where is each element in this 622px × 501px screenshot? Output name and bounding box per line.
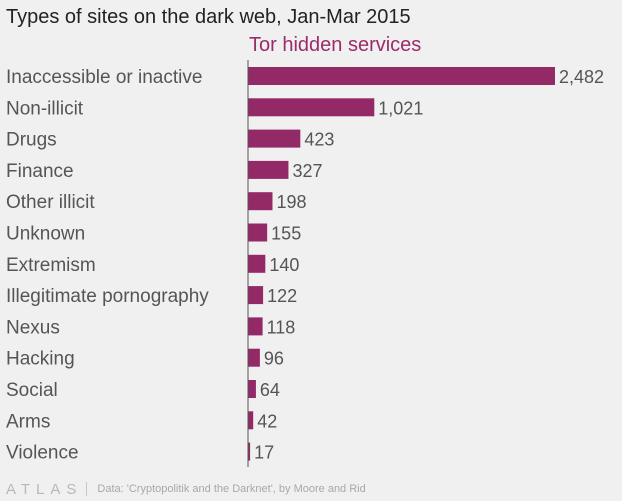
category-label: Unknown: [6, 224, 85, 245]
bar: [248, 286, 264, 305]
category-label: Finance: [6, 161, 74, 182]
bar: [248, 223, 268, 242]
bar: [248, 317, 263, 336]
bar: [248, 98, 375, 117]
value-label: 96: [264, 349, 284, 369]
value-label: 1,021: [378, 98, 423, 118]
category-label: Other illicit: [6, 192, 95, 213]
chart-title: Types of sites on the dark web, Jan-Mar …: [6, 6, 411, 28]
value-label: 2,482: [559, 67, 604, 87]
source-note: Data: 'Cryptopolitik and the Darknet', b…: [97, 483, 366, 495]
bar: [248, 192, 273, 211]
value-label: 198: [276, 192, 306, 212]
bar: [248, 411, 254, 430]
footer-divider: [86, 482, 88, 496]
category-label: Inaccessible or inactive: [6, 67, 202, 88]
category-label: Arms: [6, 411, 50, 432]
value-label: 42: [257, 411, 277, 431]
value-label: 17: [254, 443, 274, 463]
footer: ATLAS Data: 'Cryptopolitik and the Darkn…: [6, 480, 366, 498]
bar: [248, 160, 289, 179]
category-label: Hacking: [6, 349, 75, 370]
category-label: Illegitimate pornography: [6, 286, 209, 307]
value-label: 423: [304, 130, 334, 150]
bar: [248, 129, 301, 148]
value-label: 155: [271, 224, 301, 244]
category-label: Drugs: [6, 130, 57, 151]
category-label: Violence: [6, 443, 79, 464]
bar: [248, 380, 256, 398]
bar: [248, 442, 251, 461]
category-label: Non-illicit: [6, 98, 84, 119]
value-label: 118: [267, 317, 296, 337]
series-label: Tor hidden services: [249, 34, 422, 56]
brand-logo: ATLAS: [6, 480, 83, 498]
value-label: 64: [260, 380, 280, 400]
value-label: 140: [269, 255, 299, 275]
category-label: Nexus: [6, 317, 60, 338]
value-label: 327: [292, 161, 322, 181]
bar: [248, 348, 260, 367]
category-label: Social: [6, 380, 58, 401]
value-label: 122: [267, 286, 297, 306]
bar: [248, 67, 555, 85]
category-label: Extremism: [6, 255, 96, 276]
bar: [248, 254, 266, 273]
